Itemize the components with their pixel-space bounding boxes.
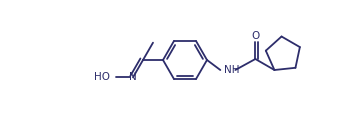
Text: NH: NH — [224, 65, 240, 75]
Text: HO: HO — [94, 72, 110, 82]
Text: O: O — [251, 31, 260, 41]
Text: N: N — [129, 72, 137, 82]
